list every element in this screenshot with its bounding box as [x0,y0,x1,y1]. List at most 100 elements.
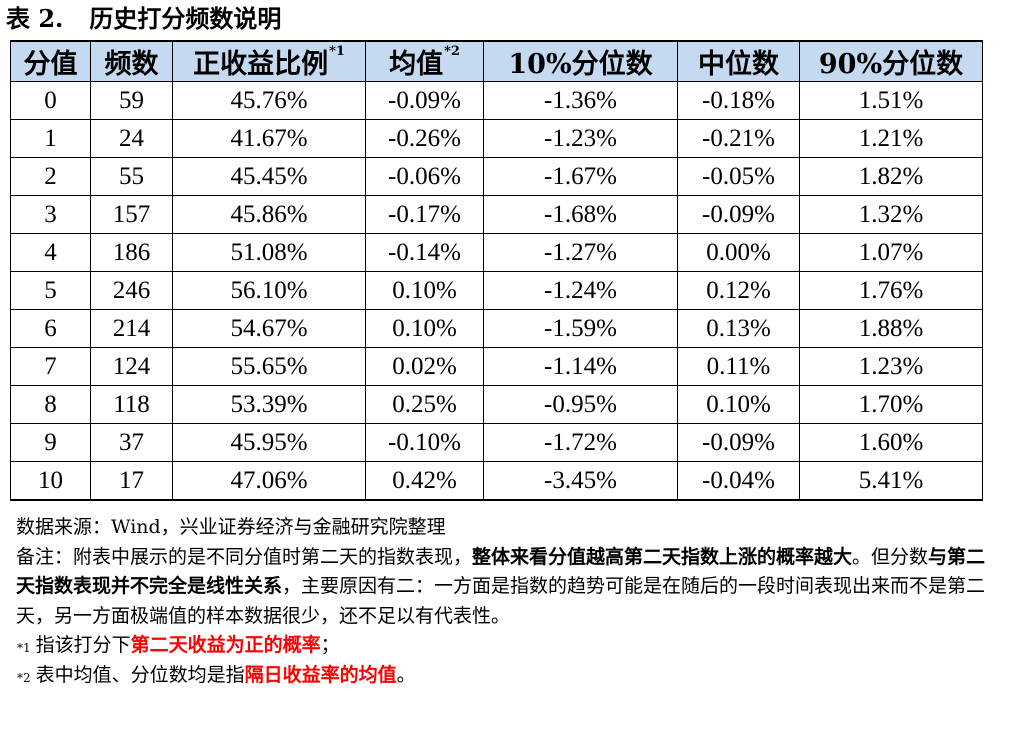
table-row: 9 37 45.95% -0.10% -1.72% -0.09% 1.60% [10,423,983,462]
cell-p10: -1.14% [483,347,678,386]
footnote-2-highlight: 隔日收益率的均值 [244,663,397,686]
cell-median: 0.13% [677,309,800,348]
cell-p90: 1.60% [799,423,983,462]
cell-p90: 1.76% [799,271,983,310]
cell-median: 0.00% [677,233,800,272]
cell-positive-ratio: 53.39% [172,385,366,424]
cell-score: 4 [10,233,91,272]
cell-mean: -0.26% [365,119,484,158]
footnote-1-mark: *1 [17,641,31,655]
cell-frequency: 55 [90,157,173,196]
footnote-2-prefix: 表中均值、分位数均是指 [35,663,245,686]
table-row: 2 55 45.45% -0.06% -1.67% -0.05% 1.82% [10,157,983,196]
cell-p90: 5.41% [799,461,983,501]
cell-score: 7 [10,347,91,386]
table-row: 8 118 53.39% 0.25% -0.95% 0.10% 1.70% [10,385,983,424]
cell-p10: -1.36% [483,81,678,120]
score-frequency-table: 分值 频数 正收益比例*1 均值*2 10%分位数 中位数 90%分位数 0 59 45.76%… [10,40,983,501]
cell-score: 2 [10,157,91,196]
cell-p90: 1.23% [799,347,983,386]
table-number: 表 2. [6,4,64,33]
column-header: 正收益比例*1 [172,40,366,82]
footnote-1-prefix: 指该打分下 [35,634,131,656]
cell-p10: -1.72% [483,423,678,462]
footnote-marker: *2 [444,44,460,59]
cell-mean: -0.14% [365,233,484,272]
column-header-label: 中位数 [698,49,779,80]
table-body: 0 59 45.76% -0.09% -1.36% -0.18% 1.51% 1 24 41.67… [10,81,983,501]
column-header-label: 90%分位数 [818,49,964,80]
table-title: 历史打分频数说明 [89,4,282,33]
remark-prefix: 备注：附表中展示的是不同分值时第二天的指数表现， [16,545,473,568]
column-header-label: 均值 [389,49,444,80]
cell-p10: -1.67% [483,157,678,196]
cell-positive-ratio: 54.67% [172,309,366,348]
cell-score: 1 [10,119,91,158]
cell-score: 8 [10,385,91,424]
table-row: 5 246 56.10% 0.10% -1.24% 0.12% 1.76% [10,271,983,310]
cell-positive-ratio: 45.95% [172,423,366,462]
table-row: 10 17 47.06% 0.42% -3.45% -0.04% 5.41% [10,461,983,501]
table-header-row: 分值 频数 正收益比例*1 均值*2 10%分位数 中位数 90%分位数 [10,40,983,82]
table-caption: 表 2. 历史打分频数说明 [6,2,281,36]
footnote-1-highlight: 第二天收益为正的概率 [130,634,321,656]
cell-positive-ratio: 45.76% [172,81,366,120]
column-header: 均值*2 [365,40,484,82]
cell-median: 0.11% [677,347,800,386]
cell-mean: -0.17% [365,195,484,234]
cell-p90: 1.88% [799,309,983,348]
cell-frequency: 157 [90,195,173,234]
cell-score: 5 [10,271,91,310]
cell-score: 6 [10,309,91,348]
cell-p10: -0.95% [483,385,678,424]
data-source-note: 数据来源：Wind，兴业证券经济与金融研究院整理 [16,516,446,538]
cell-median: -0.18% [677,81,800,120]
cell-median: -0.09% [677,195,800,234]
cell-frequency: 17 [90,461,173,501]
cell-mean: 0.42% [365,461,484,501]
cell-mean: -0.10% [365,423,484,462]
column-header-label: 正收益比例 [193,49,329,80]
cell-mean: -0.09% [365,81,484,120]
cell-p10: -1.24% [483,271,678,310]
cell-frequency: 118 [90,385,173,424]
cell-mean: 0.10% [365,271,484,310]
column-header: 中位数 [677,40,800,82]
column-header: 90%分位数 [799,40,983,82]
cell-p10: -1.59% [483,309,678,348]
cell-median: 0.10% [677,385,800,424]
cell-p10: -3.45% [483,461,678,501]
cell-mean: 0.10% [365,309,484,348]
cell-frequency: 124 [90,347,173,386]
cell-p90: 1.51% [799,81,983,120]
column-header: 频数 [90,40,173,82]
footnote-2: *2 表中均值、分位数均是指隔日收益率的均值。 [16,661,1002,691]
footnote-marker: *1 [329,44,345,59]
cell-frequency: 246 [90,271,173,310]
cell-positive-ratio: 55.65% [172,347,366,386]
cell-median: -0.09% [677,423,800,462]
footnote-1-suffix: ； [320,634,340,656]
column-header: 10%分位数 [483,40,678,82]
cell-p90: 1.70% [799,385,983,424]
table-row: 1 24 41.67% -0.26% -1.23% -0.21% 1.21% [10,119,983,158]
remark-emphasis-2: 与第二天指数表现并不完全是线性关系 [16,545,986,598]
cell-median: -0.21% [677,119,800,158]
cell-p90: 1.07% [799,233,983,272]
cell-score: 9 [10,423,91,462]
footnote-2-suffix: 。 [396,663,416,686]
cell-p90: 1.32% [799,195,983,234]
cell-positive-ratio: 47.06% [172,461,366,501]
cell-p10: -1.27% [483,233,678,272]
cell-score: 0 [10,81,91,120]
column-header-label: 10%分位数 [508,49,653,80]
table-row: 6 214 54.67% 0.10% -1.59% 0.13% 1.88% [10,309,983,348]
cell-p90: 1.21% [799,119,983,158]
cell-positive-ratio: 45.86% [172,195,366,234]
table-row: 0 59 45.76% -0.09% -1.36% -0.18% 1.51% [10,81,983,120]
cell-frequency: 24 [90,119,173,158]
cell-p90: 1.82% [799,157,983,196]
cell-positive-ratio: 56.10% [172,271,366,310]
notes-section: 数据来源：Wind，兴业证券经济与金融研究院整理 备注：附表中展示的是不同分值时… [16,513,1002,690]
remark-note: 备注：附表中展示的是不同分值时第二天的指数表现，整体来看分值越高第二天指数上涨的… [16,543,1002,632]
